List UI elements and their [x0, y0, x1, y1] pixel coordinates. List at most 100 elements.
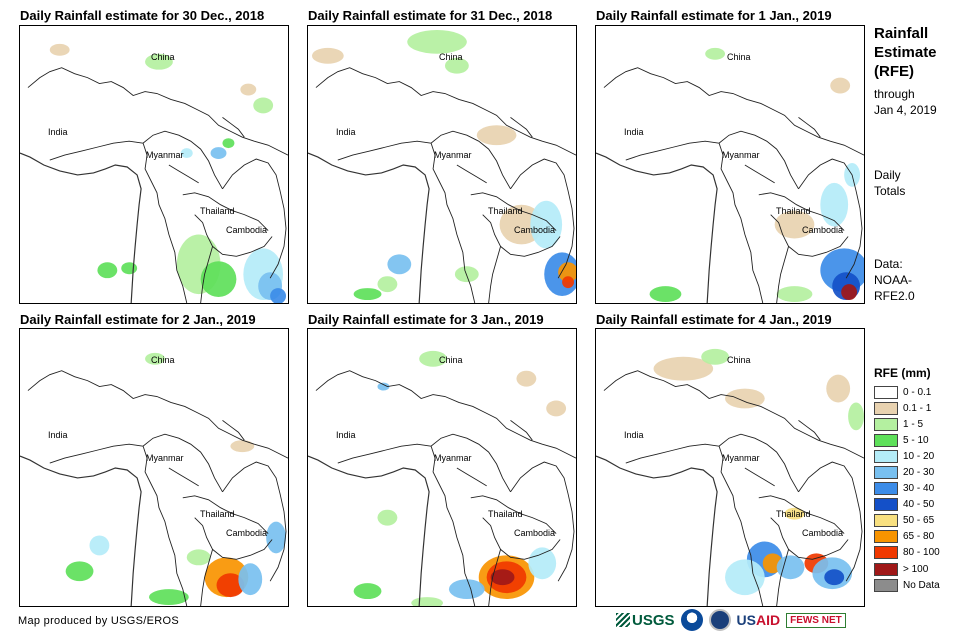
country-border — [142, 143, 188, 303]
country-border — [625, 443, 720, 464]
country-border — [222, 461, 287, 582]
rainfall-patch — [776, 286, 813, 303]
panel-title-1: Daily Rainfall estimate for 30 Dec., 201… — [20, 8, 265, 23]
country-border — [430, 433, 511, 493]
country-border — [49, 443, 144, 464]
rainfall-patch — [528, 547, 557, 580]
legend-item: 40 - 50 — [874, 497, 940, 513]
rainfall-patch — [97, 262, 118, 279]
panel-title-5: Daily Rainfall estimate for 3 Jan., 2019 — [308, 312, 544, 327]
country-border — [482, 214, 561, 257]
legend-label: 65 - 80 — [903, 531, 935, 543]
fews-net-logo: FEWS NET — [786, 612, 846, 628]
rainfall-patch — [411, 597, 443, 606]
country-label-china: China — [727, 355, 751, 365]
legend-item: 0.1 - 1 — [874, 400, 940, 416]
rainfall-patch — [353, 583, 382, 600]
country-border — [718, 446, 764, 606]
rainfall-patch — [476, 125, 517, 146]
legend-item: > 100 — [874, 561, 940, 577]
country-label-myanmar: Myanmar — [434, 150, 472, 160]
country-label-cambodia: Cambodia — [226, 528, 268, 538]
rainfall-patch — [419, 350, 447, 367]
coastline — [20, 152, 142, 303]
legend-item: 50 - 65 — [874, 513, 940, 529]
country-label-cambodia: Cambodia — [226, 225, 268, 235]
country-border — [194, 214, 273, 257]
rainfall-patch — [65, 561, 94, 582]
country-label-cambodia: Cambodia — [802, 225, 844, 235]
legend-label: 40 - 50 — [903, 499, 935, 511]
map-svg — [308, 350, 576, 606]
rainfall-patch — [230, 440, 255, 453]
legend-label: 20 - 30 — [903, 467, 935, 479]
country-border — [168, 164, 199, 184]
rainfall-patch — [776, 555, 805, 580]
rainfall-patch — [353, 288, 382, 301]
sidebar-daily-totals: Daily Totals — [874, 168, 906, 198]
country-border — [200, 246, 213, 303]
sidebar-through: through Jan 4, 2019 — [874, 87, 937, 117]
rainfall-patch — [562, 276, 575, 289]
country-border — [194, 517, 273, 560]
rainfall-patch — [558, 262, 576, 283]
rainfall-patch — [149, 589, 189, 606]
coastline — [308, 152, 430, 303]
rainfall-map-30-dec: China India Myanmar Thailand Cambodia — [19, 25, 289, 304]
noaa-logo — [680, 609, 703, 631]
country-border — [510, 461, 575, 582]
legend-label: > 100 — [903, 563, 929, 575]
legend-item: No Data — [874, 577, 940, 593]
country-label-india: India — [336, 127, 356, 137]
country-border — [718, 130, 799, 190]
country-border — [49, 140, 144, 161]
country-border — [222, 158, 287, 279]
usgs-wave-icon — [616, 613, 630, 627]
country-border — [142, 130, 223, 190]
rainfall-patch — [820, 182, 849, 227]
country-label-thailand: Thailand — [776, 206, 811, 216]
rainfall-patch — [311, 47, 344, 64]
country-border — [337, 140, 432, 161]
legend-label: 50 - 65 — [903, 515, 935, 527]
usaid-seal-icon — [708, 609, 731, 631]
rainfall-patch — [270, 288, 287, 303]
sidebar-title: Rainfall Estimate (RFE) — [874, 25, 937, 80]
legend-label: 10 - 20 — [903, 450, 935, 462]
sidebar-data-source: Data: NOAA- RFE2.0 — [874, 257, 915, 303]
rainfall-patch — [725, 559, 765, 596]
country-label-myanmar: Myanmar — [722, 453, 760, 463]
coastline — [596, 455, 718, 606]
country-border — [718, 433, 799, 493]
legend-label: 30 - 40 — [903, 483, 935, 495]
rainfall-map-2-jan: China India Myanmar Thailand Cambodia — [19, 328, 289, 607]
rainfall-patch — [701, 348, 730, 365]
country-border — [182, 192, 269, 231]
rainfall-patch — [387, 254, 412, 275]
rainfall-patch — [238, 563, 263, 596]
country-border — [488, 246, 501, 303]
legend-swatch — [874, 417, 898, 431]
country-label-india: India — [48, 127, 68, 137]
map-svg — [20, 352, 288, 606]
country-label-myanmar: Myanmar — [146, 150, 184, 160]
panel-title-2: Daily Rainfall estimate for 31 Dec., 201… — [308, 8, 553, 23]
legend-swatch — [874, 401, 898, 415]
map-credit: Map produced by USGS/EROS — [18, 615, 179, 627]
map-svg — [596, 348, 864, 606]
country-border — [798, 419, 821, 441]
country-label-cambodia: Cambodia — [514, 528, 556, 538]
country-border — [430, 130, 511, 190]
country-border — [315, 370, 576, 459]
country-border — [222, 116, 245, 138]
country-label-thailand: Thailand — [488, 509, 523, 519]
country-border — [182, 495, 269, 534]
rainfall-patch — [121, 262, 138, 275]
country-border — [27, 370, 288, 459]
country-label-thailand: Thailand — [488, 206, 523, 216]
legend-label: 0 - 0.1 — [903, 386, 932, 398]
country-border — [770, 214, 849, 257]
usgs-logo: USGS — [616, 612, 675, 629]
rainfall-patch — [841, 284, 858, 301]
rainfall-patch — [407, 29, 467, 54]
